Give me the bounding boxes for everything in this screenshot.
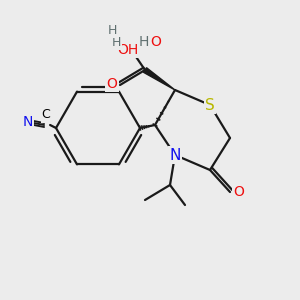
Polygon shape — [143, 68, 175, 90]
Text: OH: OH — [117, 43, 139, 57]
Text: S: S — [205, 98, 215, 112]
Text: O: O — [106, 77, 117, 91]
Text: C: C — [42, 109, 50, 122]
Text: N: N — [169, 148, 181, 163]
Text: H: H — [107, 23, 117, 37]
Text: H: H — [111, 35, 121, 49]
Text: H: H — [139, 35, 149, 49]
Text: N: N — [22, 115, 33, 129]
Text: O: O — [151, 35, 161, 49]
Text: O: O — [234, 185, 244, 199]
